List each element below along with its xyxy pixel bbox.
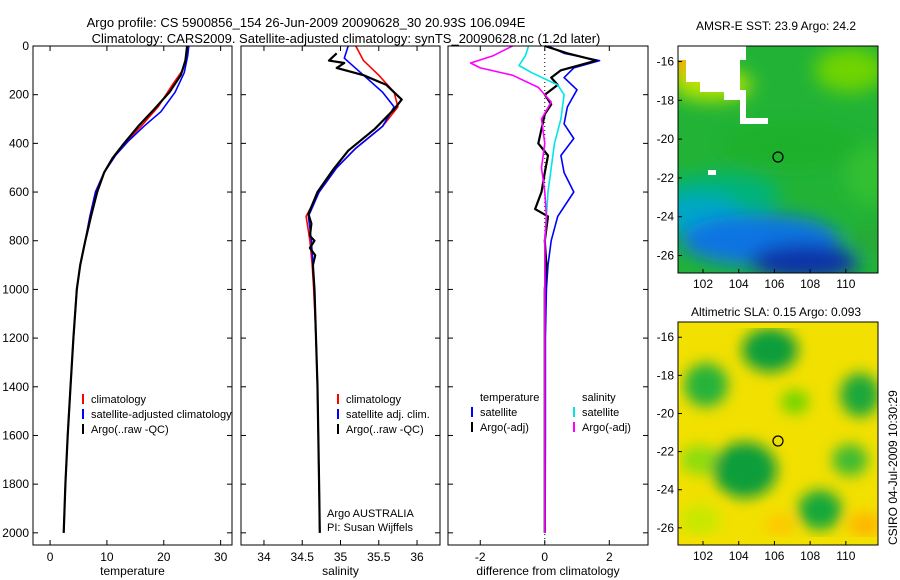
sst-map-xtick-label: 110 bbox=[836, 277, 855, 291]
sst-map-xtick-label: 104 bbox=[729, 277, 749, 291]
sla-map-ytick-label: -20 bbox=[657, 406, 675, 420]
sst-map-axes: 102 104 106 108 110 -16 -18 -20 -22 -24 -26 bbox=[657, 55, 856, 291]
sla-map-ytick-label: -16 bbox=[657, 330, 675, 344]
sst-map-xtick-label: 102 bbox=[693, 277, 713, 291]
sst-map-ytick-label: -26 bbox=[657, 249, 675, 263]
temperature-xtick-label: 10 bbox=[100, 550, 114, 564]
difference-legend-label: satellite bbox=[582, 407, 619, 419]
temperature-ytick-label: 600 bbox=[9, 185, 29, 199]
difference-legend-label: Argo(-adj) bbox=[582, 422, 631, 434]
temperature-legend-label: Argo(..raw -QC) bbox=[91, 424, 169, 436]
sla-map-xtick-label: 102 bbox=[693, 549, 713, 563]
temperature-x-axis-label: temperature bbox=[100, 564, 165, 578]
salinity-xtick-label: 34 bbox=[257, 550, 271, 564]
sst-map-ytick-label: -24 bbox=[657, 210, 675, 224]
salinity-plot-area bbox=[241, 46, 440, 545]
salinity-frame bbox=[240, 45, 441, 546]
temperature-ytick-label: 0 bbox=[22, 39, 29, 53]
salinity-legend-label: climatology bbox=[346, 394, 402, 406]
sla-map-xtick-label: 104 bbox=[729, 549, 749, 563]
difference-xtick-label: 0 bbox=[541, 550, 548, 564]
temperature-ytick-label: 400 bbox=[9, 136, 29, 150]
difference-x-axis-label: difference from climatology bbox=[476, 564, 619, 578]
salinity-legend-label: Argo(..raw -QC) bbox=[346, 424, 424, 436]
footer-timestamp: CSIRO 04-Jul-2009 10:30:29 bbox=[886, 390, 900, 545]
temperature-xtick-label: 20 bbox=[157, 550, 171, 564]
sst-map-title: AMSR-E SST: 23.9 Argo: 24.2 bbox=[696, 19, 856, 33]
sla-map-axes: 102 104 106 108 110 -16 -18 -20 -22 -24 -26 bbox=[657, 330, 856, 563]
sla-map-title: Altimetric SLA: 0.15 Argo: 0.093 bbox=[691, 305, 861, 319]
salinity-xtick-label: 35 bbox=[334, 550, 348, 564]
figure-title-line2: Climatology: CARS2009. Satellite-adjuste… bbox=[92, 31, 601, 46]
temperature-ytick-label: 1000 bbox=[2, 282, 29, 296]
argo-country-annotation: Argo AUSTRALIA bbox=[327, 508, 414, 520]
salinity-xtick-label: 36 bbox=[410, 550, 424, 564]
difference-plot-area bbox=[448, 46, 648, 545]
temperature-xtick-label: 30 bbox=[214, 550, 228, 564]
sst-map-xtick-label: 106 bbox=[764, 277, 784, 291]
sst-map-panel: AMSR-E SST: 23.9 Argo: 24.2 102 104 106 108… bbox=[657, 19, 879, 291]
sla-heatmap bbox=[678, 322, 878, 545]
pi-annotation: PI: Susan Wijffels bbox=[327, 522, 413, 534]
difference-xtick-label: -2 bbox=[475, 550, 486, 564]
temperature-ytick-label: 800 bbox=[9, 234, 29, 248]
temperature-xtick-label: 0 bbox=[47, 550, 54, 564]
figure-title-line1: Argo profile: CS 5900856_154 26-Jun-2009… bbox=[87, 15, 526, 30]
sla-map-xtick-label: 106 bbox=[764, 549, 784, 563]
argo-location-marker-icon bbox=[772, 151, 784, 163]
temperature-ytick-label: 200 bbox=[9, 88, 29, 102]
temperature-frame bbox=[32, 45, 233, 546]
argo-location-marker-icon bbox=[772, 435, 784, 447]
salinity-legend-label: satellite adj. clim. bbox=[346, 409, 430, 421]
difference-legend-label: Argo(-adj) bbox=[480, 422, 529, 434]
difference-frame bbox=[447, 45, 649, 546]
temperature-legend-label: satellite-adjusted climatology bbox=[91, 409, 232, 421]
salinity-series-argo-raw-qc- bbox=[307, 52, 403, 533]
salinity-xtick-label: 34.5 bbox=[291, 550, 315, 564]
temperature-profile-panel: 0 10 20 30 0 200 400 600 800 1000 1200 1400 1600 1800… bbox=[2, 39, 233, 578]
sla-map-xtick-label: 108 bbox=[800, 549, 820, 563]
difference-xtick-label: 2 bbox=[606, 550, 613, 564]
temperature-plot-area bbox=[33, 46, 232, 545]
sst-map-ytick-label: -22 bbox=[657, 171, 675, 185]
sst-map-ytick-label: -16 bbox=[657, 55, 675, 69]
salinity-xtick-label: 35.5 bbox=[367, 550, 391, 564]
sst-heatmap bbox=[678, 46, 878, 273]
sla-map-ytick-label: -22 bbox=[657, 445, 675, 459]
salinity-x-axis-label: salinity bbox=[322, 564, 359, 578]
salinity-legend-title: salinity bbox=[582, 392, 616, 404]
temperature-legend-label: climatology bbox=[91, 394, 147, 406]
land-mask-icon bbox=[678, 46, 768, 124]
sst-map-ytick-label: -18 bbox=[657, 93, 675, 107]
salinity-profile-panel: 34 34.5 35 35.5 36 salinity climatology satelli… bbox=[240, 45, 441, 578]
temperature-ytick-label: 1800 bbox=[2, 477, 29, 491]
sla-map-xtick-label: 110 bbox=[836, 549, 855, 563]
sla-map-ytick-label: -26 bbox=[657, 521, 675, 535]
sst-map-xtick-label: 108 bbox=[800, 277, 820, 291]
difference-series-salinity-argo-adj- bbox=[469, 45, 553, 533]
temperature-legend-title: temperature bbox=[480, 392, 539, 404]
temperature-ytick-label: 2000 bbox=[2, 526, 29, 540]
temperature-ytick-label: 1400 bbox=[2, 380, 29, 394]
temperature-ytick-label: 1200 bbox=[2, 331, 29, 345]
temperature-series-argo-raw-qc- bbox=[62, 45, 189, 533]
sst-map-ytick-label: -20 bbox=[657, 132, 675, 146]
sla-map-ytick-label: -24 bbox=[657, 483, 675, 497]
sla-map-ytick-label: -18 bbox=[657, 368, 675, 382]
difference-legend-label: satellite bbox=[480, 407, 517, 419]
sla-map-panel: Altimetric SLA: 0.15 Argo: 0.093 102 104 1… bbox=[657, 305, 879, 563]
temperature-ytick-label: 1600 bbox=[2, 428, 29, 442]
